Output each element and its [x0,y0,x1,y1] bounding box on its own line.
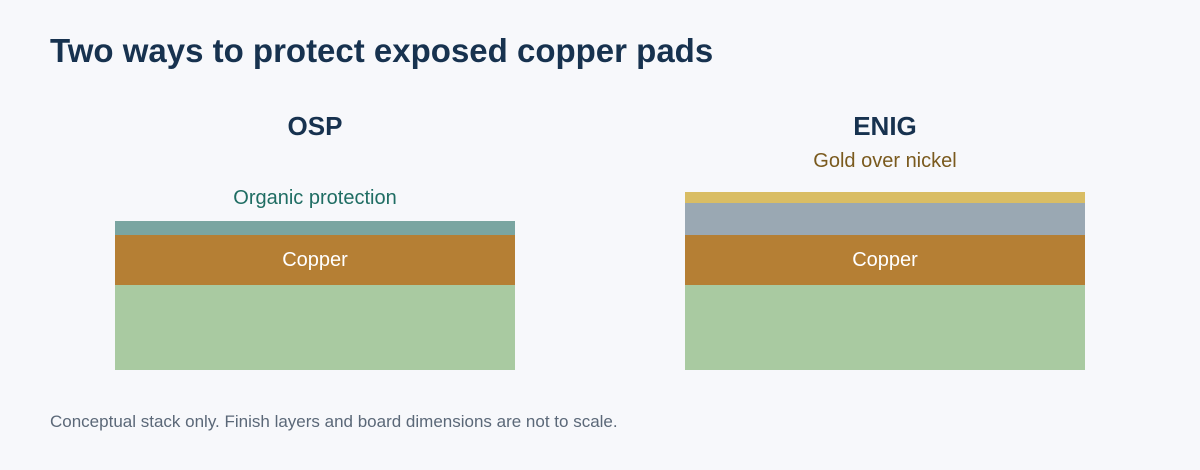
osp-panel: OSP Organic protection Copper [115,0,515,470]
enig-board-layer [685,285,1085,370]
enig-copper-layer: Copper [685,235,1085,285]
diagram-title: Two ways to protect exposed copper pads [50,32,714,69]
osp-copper-layer: Copper [115,235,515,285]
enig-finish-label: Gold over nickel [813,150,957,172]
organic-protection-layer [115,221,515,235]
enig-heading: ENIG [853,111,917,141]
osp-board-layer [115,285,515,370]
osp-heading: OSP [287,111,343,141]
footnote: Conceptual stack only. Finish layers and… [50,412,618,431]
enig-panel: ENIG Gold over nickel Copper [685,0,1085,470]
enig-copper-label: Copper [852,249,918,271]
nickel-layer [685,203,1085,235]
osp-copper-label: Copper [282,249,348,271]
osp-finish-label: Organic protection [233,187,397,209]
gold-layer [685,192,1085,203]
